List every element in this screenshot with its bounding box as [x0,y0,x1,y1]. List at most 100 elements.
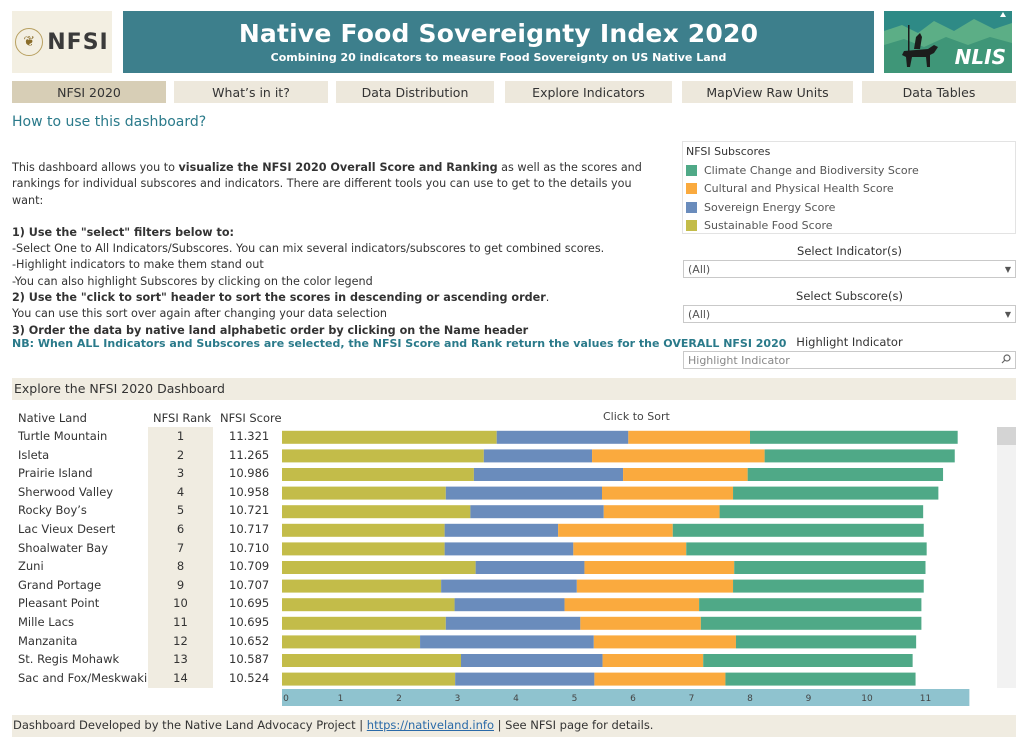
bar-segment[interactable] [470,505,604,519]
x-tick-label: 1 [338,694,344,704]
legend-item-food[interactable]: Sustainable Food Score [686,217,1015,236]
nfsi-score-value: 10.717 [229,522,270,536]
highlight-indicator-input[interactable]: Highlight Indicator [683,351,1016,369]
bar-segment[interactable] [461,654,603,667]
bar-segment[interactable] [282,616,446,630]
bar-segment[interactable] [672,523,924,537]
tab-mapview-raw-units[interactable]: MapView Raw Units [682,81,853,103]
native-land-name: St. Regis Mohawk [18,652,120,667]
bar-segment[interactable] [282,654,462,667]
bar-segment[interactable] [764,449,955,463]
tab-explore-indicators[interactable]: Explore Indicators [505,81,672,103]
bar-segment[interactable] [455,672,595,686]
bar-segment[interactable] [576,579,734,593]
bar-segment[interactable] [282,542,445,556]
nfsi-rank-value: 3 [176,466,185,481]
nlis-logo: NLIS [884,11,1012,73]
bar-segment[interactable] [282,635,421,649]
bar-segment[interactable] [580,616,701,630]
bar-segment[interactable] [445,616,581,630]
bar-segment[interactable] [603,505,720,519]
bar-segment[interactable] [282,561,476,574]
bar-segment[interactable] [602,654,704,667]
bar-segment[interactable] [733,579,924,593]
bar-segment[interactable] [420,635,594,649]
bar-segment[interactable] [593,635,736,649]
click-to-sort-header[interactable]: Click to Sort [603,410,670,423]
chart-scrollbar[interactable] [997,427,1016,688]
legend-item-cultural[interactable]: Cultural and Physical Health Score [686,180,1015,199]
bar-segment[interactable] [282,468,474,481]
bar-segment[interactable] [747,468,944,481]
bar-segment[interactable] [454,598,565,612]
bar-segment[interactable] [483,449,593,463]
bar-segment[interactable] [444,523,559,537]
bar-segment[interactable] [700,616,922,630]
bar-segment[interactable] [282,579,442,593]
bar-segment[interactable] [282,430,497,444]
bar-segment[interactable] [735,635,917,649]
bar-segment[interactable] [719,505,924,519]
native-land-name: Rocky Boy’s [18,503,87,518]
intro-paragraph: This dashboard allows you to visualize t… [12,161,642,207]
nfsi-score-value: 10.524 [229,670,270,685]
bar-segment[interactable] [601,486,734,500]
bar-segment[interactable] [733,486,939,500]
x-tick-label: 7 [689,694,695,704]
step2-title: 2) Use the "click to sort" header to sor… [12,291,550,305]
bar-segment[interactable] [445,486,602,500]
scrollbar-thumb[interactable] [997,427,1016,445]
bar-segment[interactable] [475,561,585,574]
x-tick-label: 2 [396,694,402,704]
nfsi-score-value: 10.695 [229,615,270,629]
bar-segment[interactable] [282,598,455,612]
bar-segment[interactable] [282,672,456,686]
bar-segment[interactable] [558,523,673,537]
native-land-name: Sherwood Valley [18,484,114,499]
nfsi-rank-value: 11 [173,615,188,629]
nfsi-rank-value: 7 [176,540,185,555]
legend-swatch [686,220,697,232]
native-land-header[interactable]: Native Land [18,411,87,425]
nfsi-rank-value: 14 [173,670,188,685]
bar-segment[interactable] [496,430,629,444]
tab-data-distribution[interactable]: Data Distribution [336,81,494,103]
bar-segment[interactable] [750,430,958,444]
bar-segment[interactable] [686,542,927,556]
legend-item-energy[interactable]: Sovereign Energy Score [686,198,1015,217]
indicator-select-label: Select Indicator(s) [797,244,902,258]
x-tick-label: 9 [806,694,812,704]
bar-segment[interactable] [725,672,916,686]
bar-segment[interactable] [623,468,748,481]
nfsi-rank-value: 10 [173,596,188,611]
bar-segment[interactable] [734,561,926,574]
bar-segment[interactable] [564,598,700,612]
legend-item-climate[interactable]: Climate Change and Biodiversity Score [686,161,1015,180]
indicator-select[interactable]: (All) ▼ [683,260,1016,278]
bar-segment[interactable] [594,672,726,686]
tab-nfsi-2020[interactable]: NFSI 2020 [12,81,166,103]
bar-segment[interactable] [441,579,577,593]
tab-data-tables[interactable]: Data Tables [862,81,1016,103]
bar-segment[interactable] [473,468,624,481]
bar-segment[interactable] [703,654,913,667]
bar-segment[interactable] [592,449,765,463]
bar-segment[interactable] [282,486,446,500]
nfsi-score-value: 11.321 [229,429,270,443]
bar-segment[interactable] [282,523,445,537]
bar-segment[interactable] [628,430,750,444]
horse-rider-icon [884,12,1012,73]
bar-segment[interactable] [584,561,735,574]
nfsi-rank-value: 12 [173,633,188,648]
bar-segment[interactable] [699,598,922,612]
page-subtitle: Combining 20 indicators to measure Food … [270,51,727,64]
subscore-select[interactable]: (All) ▼ [683,305,1016,323]
bar-segment[interactable] [573,542,687,556]
step1-title: 1) Use the "select" filters below to: [12,225,235,239]
tab-whats-in-it[interactable]: What’s in it? [174,81,328,103]
native-land-name: Pleasant Point [18,596,100,611]
nativeland-link[interactable]: https://nativeland.info [366,718,494,732]
bar-segment[interactable] [282,449,484,463]
bar-segment[interactable] [282,505,471,519]
bar-segment[interactable] [444,542,574,556]
